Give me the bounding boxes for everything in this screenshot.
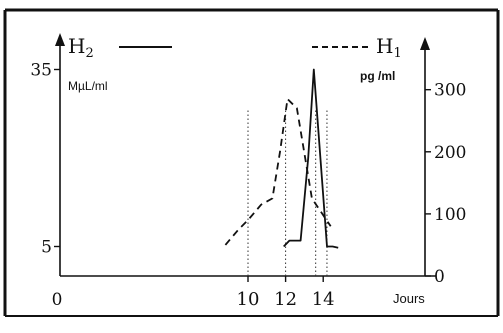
- h1-axis-unit: pg /ml: [360, 69, 395, 83]
- left-axis-ticks: 5 35: [30, 61, 60, 258]
- x-tick-label-14: 14: [312, 289, 335, 310]
- series-h2-line: [283, 68, 339, 249]
- series-lines: [224, 68, 339, 249]
- x-origin-label: 0: [52, 290, 63, 310]
- left-y-axis-arrow: [55, 33, 65, 46]
- x-axis-ticks: 10 12 14: [237, 276, 335, 310]
- x-tick-label-12: 12: [274, 289, 297, 310]
- x-axis-label: Jours: [393, 291, 425, 306]
- right-tick-label-0: 0: [434, 267, 445, 287]
- h1-axis-name: H1: [376, 34, 402, 61]
- right-y-axis-arrow: [420, 37, 430, 50]
- h2-axis-name: H2: [68, 34, 94, 61]
- series-h1-line: [224, 98, 332, 246]
- vertical-guides: [247, 108, 328, 276]
- x-tick-label-10: 10: [237, 289, 260, 310]
- right-axis-ticks: 0 100 200 300: [425, 81, 466, 287]
- left-tick-label-5: 5: [41, 238, 52, 258]
- right-tick-label-100: 100: [434, 205, 466, 225]
- h2-axis-unit: MµL/ml: [68, 79, 108, 93]
- right-tick-label-200: 200: [434, 143, 466, 163]
- left-tick-label-35: 35: [30, 61, 52, 81]
- right-tick-label-300: 300: [434, 81, 466, 101]
